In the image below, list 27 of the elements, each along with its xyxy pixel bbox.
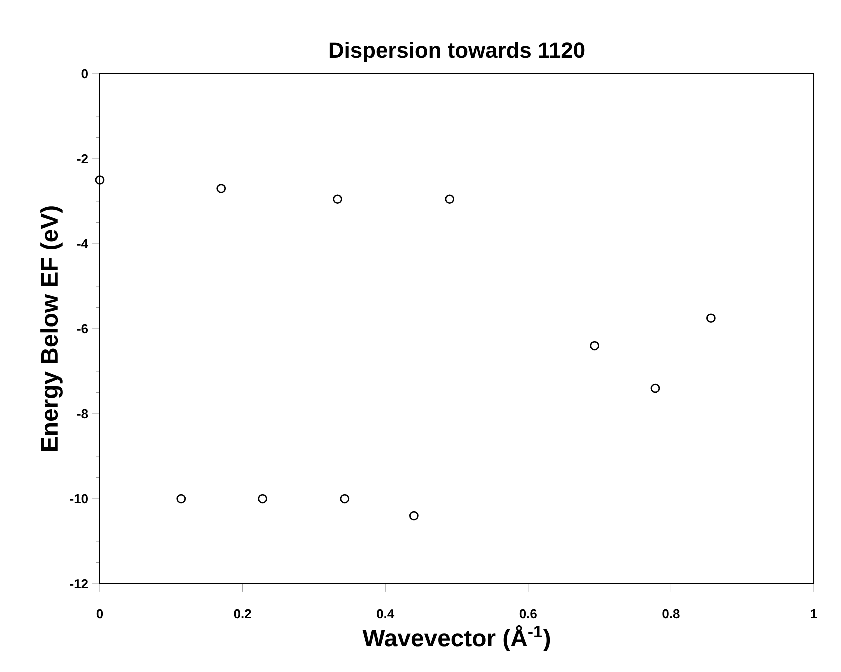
- y-tick-label: -12: [70, 579, 88, 589]
- point: [590, 341, 600, 351]
- x-tick-label: 0.4: [377, 609, 395, 619]
- point: [176, 494, 186, 504]
- point: [95, 176, 105, 185]
- x-tick-label: 0.2: [234, 609, 252, 619]
- point: [650, 384, 660, 394]
- point: [445, 194, 455, 204]
- point: [706, 314, 716, 324]
- point: [340, 494, 350, 504]
- y-tick-label: -8: [77, 409, 88, 419]
- y-tick-label: -10: [70, 494, 88, 504]
- point: [258, 494, 268, 504]
- chart-title: Dispersion towards 1120: [330, 42, 585, 63]
- x-tick-label: 0.6: [520, 609, 537, 619]
- y-tick-label: -4: [77, 240, 88, 248]
- y-tick-label: 0: [82, 69, 88, 79]
- x-tick-label: 1: [811, 609, 818, 618]
- x-tick-label: 0.8: [662, 609, 680, 619]
- point: [216, 184, 226, 194]
- y-tick-label: -6: [77, 324, 88, 334]
- y-tick-label: -2: [77, 154, 88, 164]
- x-axis-title: Wavevector (Å$^{-1}$): [362, 625, 550, 652]
- x-tick-label: 0: [96, 609, 104, 619]
- point: [409, 511, 419, 521]
- y-axis-title: Energy Below EF (eV): [40, 206, 63, 451]
- point: [333, 194, 342, 204]
